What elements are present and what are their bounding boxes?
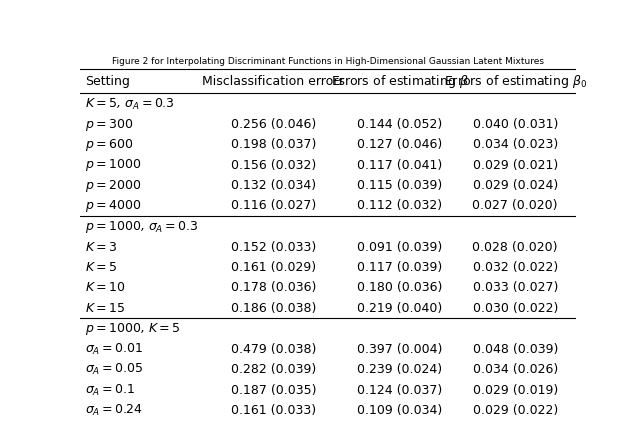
- Text: $\sigma_A = 0.1$: $\sigma_A = 0.1$: [85, 383, 135, 398]
- Text: 0.033 (0.027): 0.033 (0.027): [472, 282, 558, 294]
- Text: 0.127 (0.046): 0.127 (0.046): [357, 139, 442, 151]
- Text: $p = 2000$: $p = 2000$: [85, 178, 141, 194]
- Text: 0.132 (0.034): 0.132 (0.034): [231, 179, 316, 192]
- Text: $p = 1000$, $\sigma_A = 0.3$: $p = 1000$, $\sigma_A = 0.3$: [85, 219, 198, 235]
- Text: 0.144 (0.052): 0.144 (0.052): [357, 118, 442, 131]
- Text: 0.034 (0.026): 0.034 (0.026): [472, 363, 558, 376]
- Text: $\sigma_A = 0.24$: $\sigma_A = 0.24$: [85, 403, 143, 418]
- Text: Setting: Setting: [85, 75, 130, 88]
- Text: 0.029 (0.024): 0.029 (0.024): [472, 179, 558, 192]
- Text: 0.479 (0.038): 0.479 (0.038): [231, 343, 316, 356]
- Text: 0.029 (0.019): 0.029 (0.019): [472, 384, 558, 397]
- Text: 0.109 (0.034): 0.109 (0.034): [357, 404, 442, 417]
- Text: 0.124 (0.037): 0.124 (0.037): [357, 384, 442, 397]
- Text: $K = 15$: $K = 15$: [85, 302, 125, 315]
- Text: 0.156 (0.032): 0.156 (0.032): [231, 159, 316, 172]
- Text: 0.187 (0.035): 0.187 (0.035): [230, 384, 316, 397]
- Text: 0.152 (0.033): 0.152 (0.033): [231, 241, 316, 254]
- Text: 0.219 (0.040): 0.219 (0.040): [357, 302, 442, 315]
- Text: 0.112 (0.032): 0.112 (0.032): [357, 199, 442, 213]
- Text: 0.091 (0.039): 0.091 (0.039): [357, 241, 442, 254]
- Text: $\sigma_A = 0.01$: $\sigma_A = 0.01$: [85, 342, 143, 357]
- Text: 0.034 (0.023): 0.034 (0.023): [472, 139, 558, 151]
- Text: $K = 10$: $K = 10$: [85, 282, 125, 294]
- Text: 0.397 (0.004): 0.397 (0.004): [357, 343, 443, 356]
- Text: Misclassification errors: Misclassification errors: [202, 75, 345, 88]
- Text: 0.186 (0.038): 0.186 (0.038): [231, 302, 316, 315]
- Text: 0.028 (0.020): 0.028 (0.020): [472, 241, 558, 254]
- Text: 0.117 (0.039): 0.117 (0.039): [357, 261, 442, 274]
- Text: 0.040 (0.031): 0.040 (0.031): [472, 118, 558, 131]
- Text: 0.032 (0.022): 0.032 (0.022): [472, 261, 558, 274]
- Text: 0.117 (0.041): 0.117 (0.041): [357, 159, 442, 172]
- Text: $p = 1000$, $K = 5$: $p = 1000$, $K = 5$: [85, 321, 180, 337]
- Text: $K = 5$: $K = 5$: [85, 261, 117, 274]
- Text: 0.180 (0.036): 0.180 (0.036): [357, 282, 443, 294]
- Text: 0.048 (0.039): 0.048 (0.039): [472, 343, 558, 356]
- Text: 0.178 (0.036): 0.178 (0.036): [231, 282, 316, 294]
- Text: 0.030 (0.022): 0.030 (0.022): [472, 302, 558, 315]
- Text: 0.198 (0.037): 0.198 (0.037): [231, 139, 316, 151]
- Text: Errors of estimating $\beta_0$: Errors of estimating $\beta_0$: [444, 73, 587, 90]
- Text: 0.161 (0.029): 0.161 (0.029): [231, 261, 316, 274]
- Text: Errors of estimating $\beta$: Errors of estimating $\beta$: [331, 73, 468, 90]
- Text: $p = 1000$: $p = 1000$: [85, 157, 141, 173]
- Text: 0.239 (0.024): 0.239 (0.024): [357, 363, 442, 376]
- Text: Figure 2 for Interpolating Discriminant Functions in High-Dimensional Gaussian L: Figure 2 for Interpolating Discriminant …: [112, 57, 544, 66]
- Text: 0.027 (0.020): 0.027 (0.020): [472, 199, 558, 213]
- Text: 0.116 (0.027): 0.116 (0.027): [231, 199, 316, 213]
- Text: 0.029 (0.022): 0.029 (0.022): [472, 404, 558, 417]
- Text: $p = 4000$: $p = 4000$: [85, 198, 141, 214]
- Text: $p = 600$: $p = 600$: [85, 137, 133, 153]
- Text: 0.029 (0.021): 0.029 (0.021): [472, 159, 558, 172]
- Text: $p = 300$: $p = 300$: [85, 117, 133, 132]
- Text: 0.256 (0.046): 0.256 (0.046): [231, 118, 316, 131]
- Text: 0.282 (0.039): 0.282 (0.039): [231, 363, 316, 376]
- Text: $K = 5$, $\sigma_A = 0.3$: $K = 5$, $\sigma_A = 0.3$: [85, 97, 175, 112]
- Text: 0.115 (0.039): 0.115 (0.039): [357, 179, 442, 192]
- Text: $K = 3$: $K = 3$: [85, 241, 117, 254]
- Text: 0.161 (0.033): 0.161 (0.033): [231, 404, 316, 417]
- Text: $\sigma_A = 0.05$: $\sigma_A = 0.05$: [85, 363, 143, 378]
